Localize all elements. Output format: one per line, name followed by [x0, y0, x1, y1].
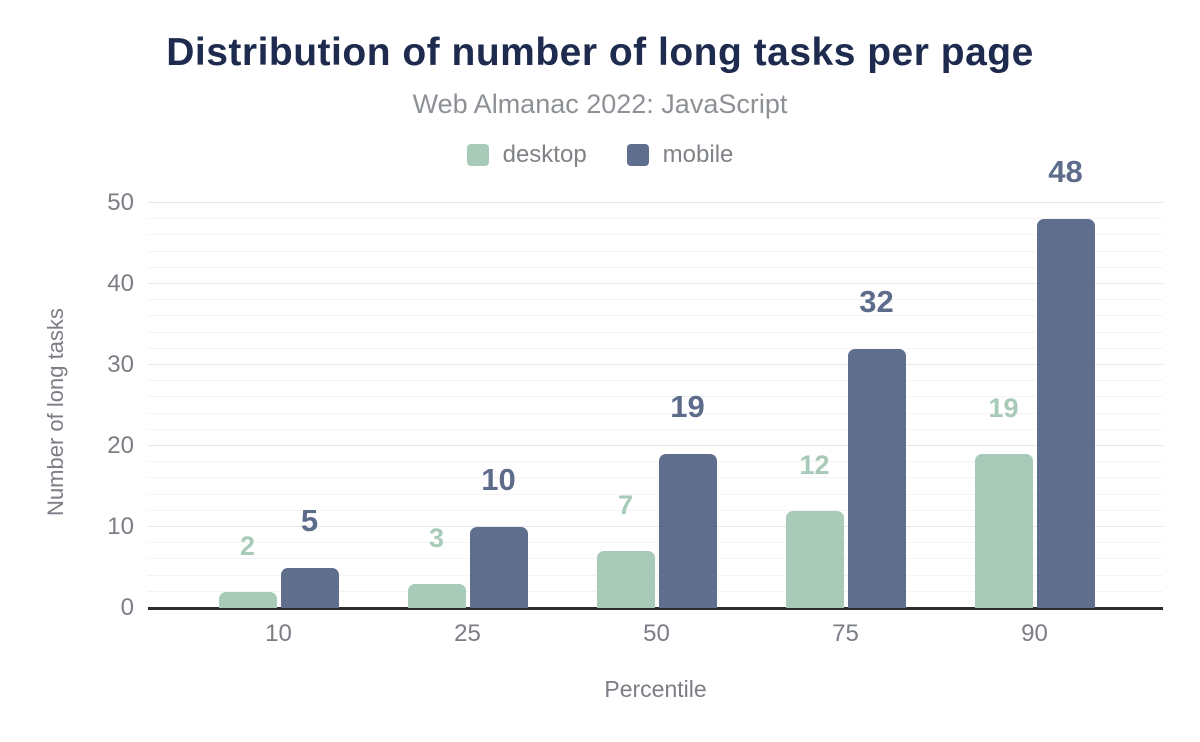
- bar-label-mobile-75: 32: [859, 283, 894, 319]
- bar-slot-mobile-25: 10: [469, 203, 528, 608]
- gridline-minor-34: [148, 331, 1163, 333]
- y-tick-label-40: 40: [107, 270, 134, 297]
- bar-slot-mobile-90: 48: [1036, 156, 1095, 608]
- gridline-minor-4: [148, 574, 1163, 576]
- bar-label-desktop-50: 7: [617, 490, 634, 521]
- bar-slot-desktop-10: 2: [218, 203, 277, 608]
- bar-desktop-10: [218, 591, 277, 608]
- gridline-major-50: [148, 202, 1163, 203]
- x-axis-title: Percentile: [604, 676, 707, 702]
- bar-group-90: 19 48 90: [940, 156, 1129, 646]
- gridline-minor-44: [148, 250, 1163, 252]
- y-axis-title: Number of long tasks: [43, 308, 68, 516]
- bar-slot-desktop-50: 7: [596, 203, 655, 608]
- chart-subtitle: Web Almanac 2022: JavaScript: [412, 89, 788, 119]
- gridline-minor-12: [148, 509, 1163, 511]
- bar-mobile-25: [469, 527, 528, 608]
- gridline-minor-28: [148, 380, 1163, 382]
- bar-slot-mobile-10: 5: [280, 203, 339, 608]
- x-tick-label-50: 50: [643, 620, 670, 647]
- bar-mobile-90: [1036, 219, 1095, 608]
- gridline-minor-24: [148, 412, 1163, 414]
- bar-desktop-90: [974, 454, 1033, 608]
- bar-label-desktop-25: 3: [428, 522, 445, 553]
- gridline-minor-26: [148, 396, 1163, 398]
- plot-area: 0 10 20 30 40 50 2 5 10 3 10 25 7 19 50 12 32 75 19 48 90: [107, 156, 1163, 646]
- y-tick-label-20: 20: [107, 432, 134, 459]
- x-tick-label-25: 25: [454, 620, 481, 647]
- bar-group-10: 2 5 10: [184, 203, 373, 646]
- bar-label-mobile-25: 10: [481, 462, 516, 497]
- y-tick-label-0: 0: [120, 594, 134, 621]
- legend-swatch-mobile: [626, 144, 649, 166]
- gridline-minor-2: [148, 590, 1163, 592]
- bar-slot-mobile-75: 32: [847, 203, 906, 608]
- bar-desktop-75: [785, 510, 844, 608]
- gridline-minor-6: [148, 558, 1163, 560]
- gridline-minor-32: [148, 347, 1163, 349]
- gridline-major-20: [148, 445, 1163, 446]
- gridline-major-30: [148, 364, 1163, 365]
- bar-label-mobile-50: 19: [670, 389, 705, 425]
- bar-slot-desktop-75: 12: [785, 203, 844, 608]
- bar-mobile-75: [847, 348, 906, 608]
- bar-mobile-50: [658, 454, 717, 608]
- bar-label-mobile-90: 48: [1048, 154, 1083, 190]
- bar-slot-desktop-90: 19: [974, 203, 1033, 608]
- legend-label-mobile: mobile: [662, 141, 734, 168]
- y-tick-label-10: 10: [107, 513, 134, 540]
- gridline-major-10: [148, 526, 1163, 527]
- gridline-major-40: [148, 283, 1163, 284]
- bar-label-desktop-90: 19: [988, 393, 1019, 424]
- gridline-minor-18: [148, 461, 1163, 463]
- gridline-minor-42: [148, 266, 1163, 268]
- gridline-minor-46: [148, 234, 1163, 236]
- bar-mobile-10: [280, 567, 339, 608]
- bar-desktop-25: [407, 583, 466, 608]
- gridline-minor-22: [148, 428, 1163, 430]
- gridline-minor-16: [148, 477, 1163, 479]
- legend: desktop mobile: [0, 141, 1200, 169]
- bar-group-75: 12 32 75: [751, 203, 940, 646]
- bar-label-desktop-10: 2: [239, 530, 256, 561]
- y-tick-label-30: 30: [107, 351, 134, 378]
- legend-swatch-desktop: [466, 144, 489, 166]
- gridline-minor-36: [148, 315, 1163, 317]
- gridline-minor-8: [148, 542, 1163, 544]
- bar-group-25: 3 10 25: [373, 203, 562, 646]
- bar-group-50: 7 19 50: [562, 203, 751, 646]
- x-tick-label-10: 10: [265, 620, 292, 647]
- gridline-minor-14: [148, 493, 1163, 495]
- bar-desktop-50: [596, 551, 655, 608]
- x-tick-label-75: 75: [832, 620, 859, 647]
- legend-label-desktop: desktop: [502, 141, 587, 168]
- chart-title: Distribution of number of long tasks per…: [166, 31, 1034, 74]
- legend-item-mobile: mobile: [626, 141, 734, 169]
- bar-slot-mobile-50: 19: [658, 203, 717, 608]
- bar-groups: 2 5 10 3 10 25 7 19 50 12 32 75 19 48 90: [184, 156, 1129, 646]
- x-axis-line: [148, 607, 1163, 610]
- x-tick-label-90: 90: [1021, 620, 1048, 647]
- gridline-minor-48: [148, 218, 1163, 220]
- bar-label-mobile-10: 5: [300, 502, 319, 538]
- bar-slot-desktop-25: 3: [407, 203, 466, 608]
- y-tick-label-50: 50: [107, 189, 134, 216]
- legend-item-desktop: desktop: [466, 141, 587, 169]
- bar-label-desktop-75: 12: [799, 449, 830, 480]
- gridline-minor-38: [148, 299, 1163, 301]
